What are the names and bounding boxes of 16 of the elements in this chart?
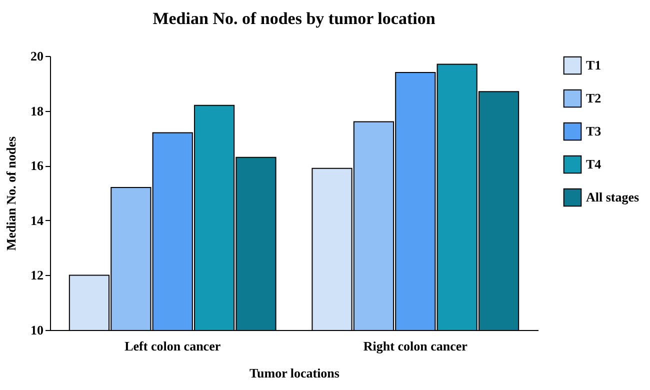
- y-tick-label: 16: [30, 158, 44, 174]
- y-tick-label: 14: [30, 212, 44, 228]
- x-tick-label: Right colon cancer: [363, 338, 468, 354]
- x-axis-title: Tumor locations: [250, 366, 340, 380]
- legend-label: T2: [586, 90, 602, 106]
- y-tick-label: 12: [30, 268, 44, 283]
- y-tick-label: 18: [30, 103, 44, 118]
- legend-label: T4: [586, 156, 602, 172]
- y-tick-label: 20: [30, 48, 44, 64]
- chart-title: Median No. of nodes by tumor location: [152, 9, 436, 28]
- y-axis-title: Median No. of nodes: [4, 136, 18, 251]
- legend-label: T3: [586, 124, 602, 138]
- legend-label: T1: [586, 58, 602, 72]
- y-tick-label: 10: [30, 322, 44, 338]
- legend-label: All stages: [586, 190, 640, 204]
- x-tick-label: Left colon cancer: [124, 338, 221, 354]
